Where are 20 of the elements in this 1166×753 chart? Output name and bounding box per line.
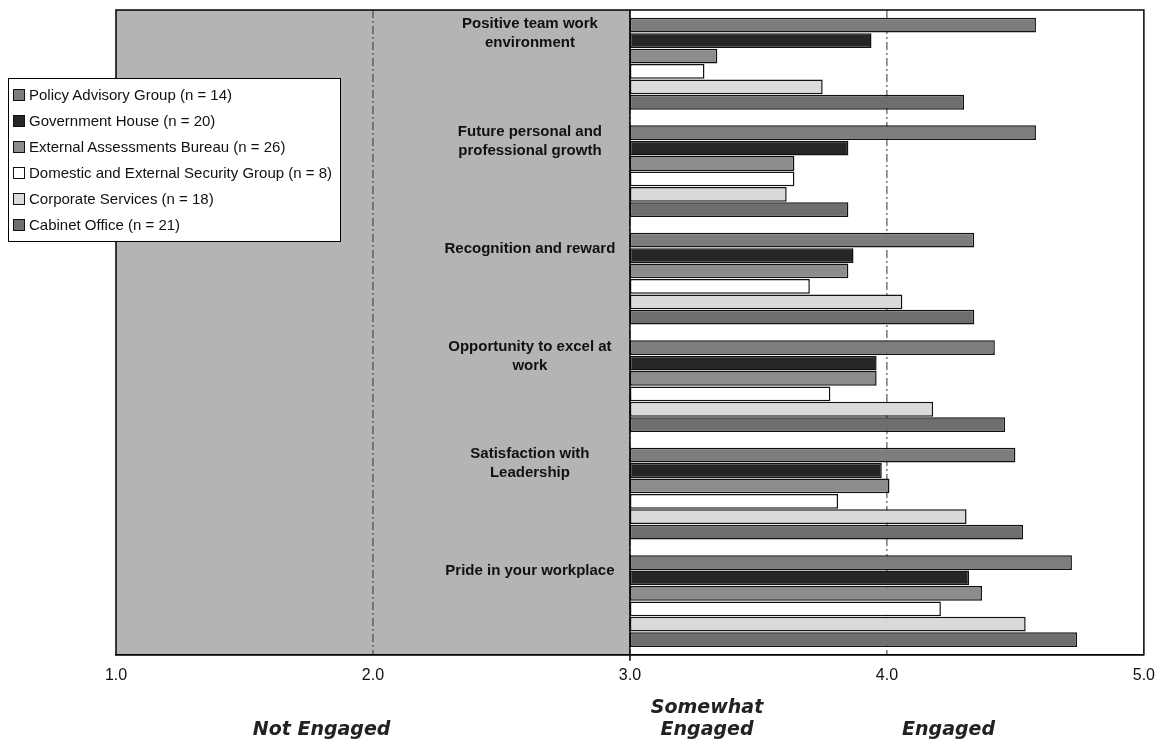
text: Engaged [902,717,996,740]
y-tick-label: Positive team work environment [461,14,599,51]
legend-label: Government House (n = 20) [29,111,216,131]
legend-label: Cabinet Office (n = 21) [29,215,181,235]
text: Not Engaged [252,717,391,740]
y-tick-label: Recognition and reward [444,238,616,256]
legend-label: Corporate Services (n = 18) [29,189,214,209]
y-tick-label: Opportunity to excel at work [448,336,612,373]
x-tick-label: 5.0 [1132,665,1156,683]
x-tick-label: 1.0 [104,665,128,683]
y-tick-label: Pride in your workplace [445,561,615,579]
x-tick-label: 3.0 [618,665,642,683]
x-tick-label: 4.0 [875,665,899,683]
y-tick-label: Future personal and professional growth [457,121,603,158]
legend-label: Policy Advisory Group (n = 14) [29,85,233,105]
x-tick-label: 2.0 [361,665,385,683]
legend-label: External Assessments Bureau (n = 26) [29,137,286,157]
legend-label: Domestic and External Security Group (n = 8) [29,163,333,183]
y-tick-label: Satisfaction with Leadership [470,444,590,481]
text: Somewhat Engaged [650,695,765,740]
